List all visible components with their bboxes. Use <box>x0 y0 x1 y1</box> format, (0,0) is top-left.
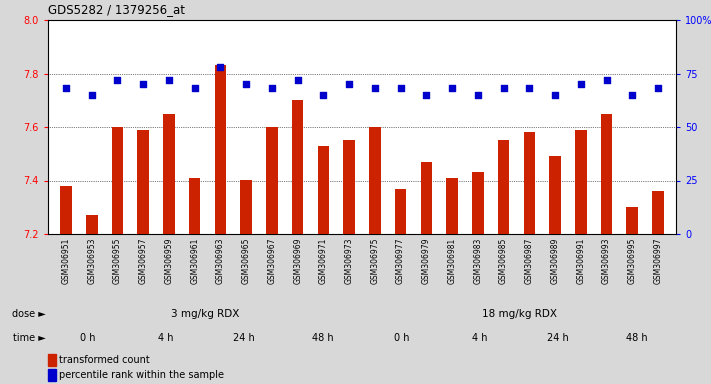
Point <box>318 92 329 98</box>
Bar <box>626 207 638 234</box>
Text: GSM306955: GSM306955 <box>113 237 122 284</box>
Text: 24 h: 24 h <box>547 333 569 343</box>
Point <box>601 77 612 83</box>
Point <box>189 85 201 91</box>
Text: GSM306969: GSM306969 <box>293 237 302 284</box>
Point <box>498 85 509 91</box>
Text: GSM306983: GSM306983 <box>474 237 482 284</box>
Text: GSM306961: GSM306961 <box>191 237 199 284</box>
Point <box>60 85 72 91</box>
Text: GSM306973: GSM306973 <box>345 237 353 284</box>
Text: GSM306977: GSM306977 <box>396 237 405 284</box>
Text: GSM306975: GSM306975 <box>370 237 380 284</box>
Bar <box>86 215 97 234</box>
Point <box>240 81 252 87</box>
Bar <box>523 132 535 234</box>
Bar <box>549 156 561 234</box>
Text: 18 mg/kg RDX: 18 mg/kg RDX <box>481 309 557 319</box>
Text: GSM306991: GSM306991 <box>577 237 585 284</box>
Text: 24 h: 24 h <box>233 333 255 343</box>
Text: GSM306981: GSM306981 <box>448 237 456 284</box>
Point <box>164 77 175 83</box>
Bar <box>292 100 304 234</box>
Point <box>447 85 458 91</box>
Point <box>343 81 355 87</box>
Bar <box>48 369 55 381</box>
Point <box>652 85 663 91</box>
Text: GSM306989: GSM306989 <box>550 237 560 284</box>
Point <box>86 92 97 98</box>
Point <box>369 85 380 91</box>
Text: GSM306963: GSM306963 <box>216 237 225 284</box>
Bar <box>472 172 483 234</box>
Text: GSM306959: GSM306959 <box>164 237 173 284</box>
Bar <box>112 127 123 234</box>
Bar <box>266 127 278 234</box>
Bar <box>318 146 329 234</box>
Text: GSM306957: GSM306957 <box>139 237 148 284</box>
Text: dose ►: dose ► <box>12 309 46 319</box>
Text: 3 mg/kg RDX: 3 mg/kg RDX <box>171 309 239 319</box>
Point <box>292 77 304 83</box>
Text: 0 h: 0 h <box>80 333 95 343</box>
Text: GDS5282 / 1379256_at: GDS5282 / 1379256_at <box>48 3 185 16</box>
Point <box>523 85 535 91</box>
Bar <box>575 130 587 234</box>
Text: 0 h: 0 h <box>393 333 409 343</box>
Text: time ►: time ► <box>13 333 46 343</box>
Bar <box>420 162 432 234</box>
Bar <box>369 127 380 234</box>
Text: GSM306951: GSM306951 <box>62 237 70 284</box>
Text: percentile rank within the sample: percentile rank within the sample <box>59 370 224 380</box>
Bar <box>601 114 612 234</box>
Bar <box>137 130 149 234</box>
Bar <box>498 141 509 234</box>
Point <box>266 85 277 91</box>
Text: GSM306997: GSM306997 <box>653 237 663 284</box>
Bar <box>447 178 458 234</box>
Point <box>112 77 123 83</box>
Text: GSM306965: GSM306965 <box>242 237 251 284</box>
Text: GSM306987: GSM306987 <box>525 237 534 284</box>
Text: GSM306967: GSM306967 <box>267 237 277 284</box>
Text: 4 h: 4 h <box>158 333 173 343</box>
Point <box>137 81 149 87</box>
Text: GSM306979: GSM306979 <box>422 237 431 284</box>
Bar <box>60 186 72 234</box>
Point <box>421 92 432 98</box>
Bar <box>215 66 226 234</box>
Text: 4 h: 4 h <box>472 333 488 343</box>
Text: GSM306993: GSM306993 <box>602 237 611 284</box>
Point <box>626 92 638 98</box>
Bar <box>189 178 201 234</box>
Bar <box>48 354 55 366</box>
Bar <box>343 141 355 234</box>
Point <box>550 92 561 98</box>
Text: GSM306971: GSM306971 <box>319 237 328 284</box>
Text: transformed count: transformed count <box>59 355 150 365</box>
Bar <box>240 180 252 234</box>
Text: 48 h: 48 h <box>312 333 333 343</box>
Bar <box>164 114 175 234</box>
Bar <box>395 189 407 234</box>
Text: GSM306953: GSM306953 <box>87 237 96 284</box>
Text: GSM306995: GSM306995 <box>628 237 637 284</box>
Point <box>395 85 406 91</box>
Point <box>472 92 483 98</box>
Bar <box>652 191 664 234</box>
Point <box>215 64 226 70</box>
Text: GSM306985: GSM306985 <box>499 237 508 284</box>
Text: 48 h: 48 h <box>626 333 648 343</box>
Point <box>575 81 587 87</box>
